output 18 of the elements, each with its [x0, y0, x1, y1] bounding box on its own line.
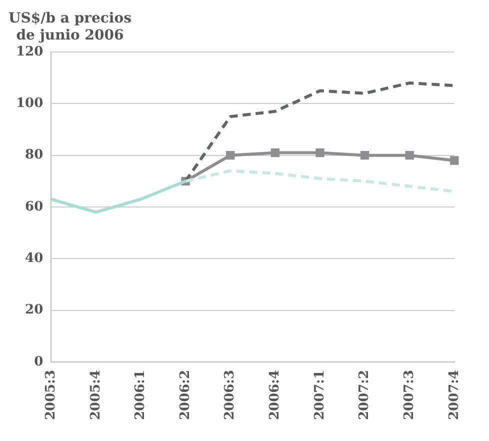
x-tick-label: 2007:4 [446, 370, 462, 420]
x-tick-label: 2005:4 [88, 370, 104, 420]
x-tick-label: 2007:1 [312, 370, 328, 420]
x-tick-label: 2006:4 [268, 370, 283, 420]
y-tick-label: 80 [25, 148, 44, 163]
x-tick-label: 2005:3 [44, 370, 59, 420]
x-tick-label: 2006:1 [133, 370, 148, 420]
y-axis-title: US$/b a precios de junio 2006 [8, 10, 132, 44]
x-tick-label: 2007:2 [357, 370, 372, 420]
y-tick-label: 60 [25, 199, 44, 214]
y-tick-label: 0 [34, 354, 44, 370]
y-tick-label: 20 [25, 302, 44, 318]
x-tick-label: 2007:3 [402, 370, 417, 420]
x-tick-label: 2006:3 [222, 370, 238, 420]
x-tick-label: 2006:2 [178, 370, 193, 420]
y-tick-label: 120 [16, 44, 44, 60]
y-tick-label: 40 [25, 251, 44, 266]
y-tick-label: 100 [16, 96, 44, 112]
